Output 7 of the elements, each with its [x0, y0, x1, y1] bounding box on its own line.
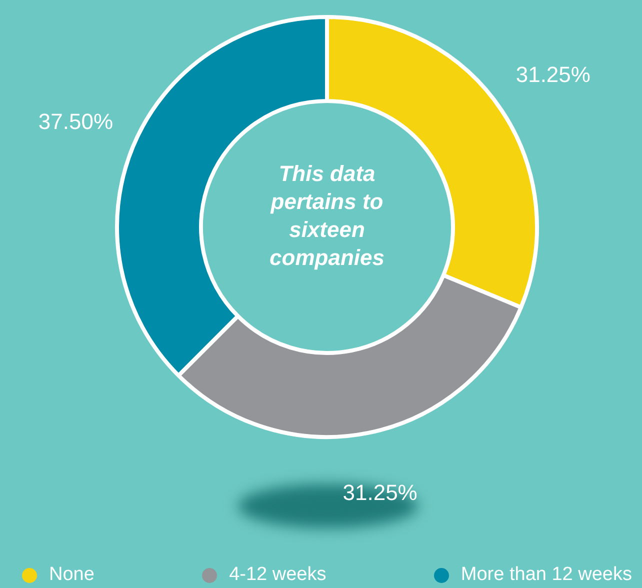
legend-label: More than 12 weeks [460, 564, 632, 586]
text: This data pertains to sixteen companies [268, 160, 386, 272]
data-label: 31.25% [516, 62, 590, 87]
data-label: 37.50% [38, 108, 114, 134]
legend-label: 4-12 weeks [229, 564, 326, 586]
data-label: 31.25% [342, 480, 418, 505]
legend-label: None [49, 564, 94, 586]
